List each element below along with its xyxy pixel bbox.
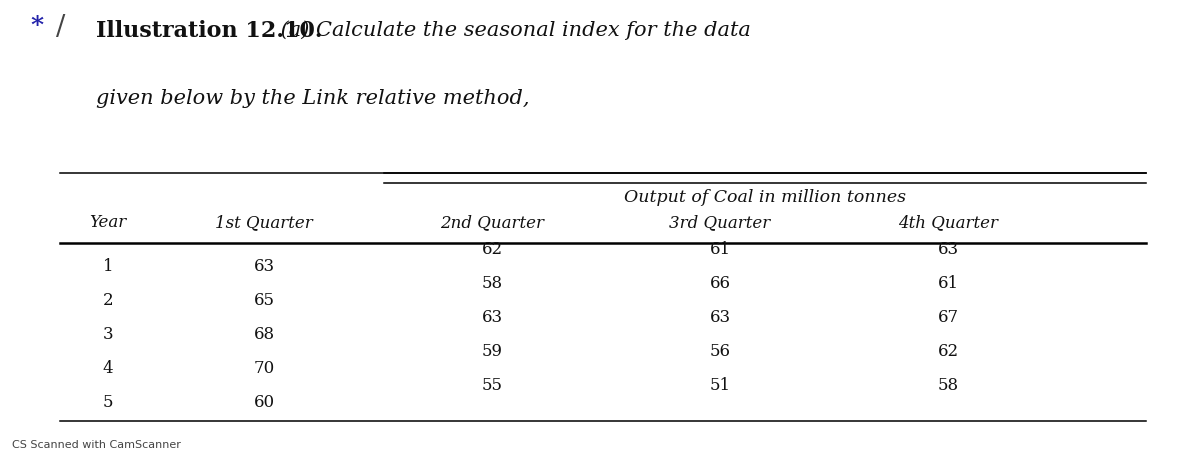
Text: 61: 61: [709, 241, 731, 258]
Text: 58: 58: [937, 377, 959, 394]
Text: 63: 63: [709, 309, 731, 326]
Text: 51: 51: [709, 377, 731, 394]
Text: Year: Year: [89, 214, 127, 232]
Text: 65: 65: [253, 292, 275, 309]
Text: 62: 62: [481, 241, 503, 258]
Text: 1: 1: [103, 258, 113, 275]
Text: 3rd Quarter: 3rd Quarter: [670, 214, 770, 232]
Text: Illustration 12.10.: Illustration 12.10.: [96, 20, 323, 42]
Text: 5: 5: [103, 394, 113, 411]
Text: Output of Coal in million tonnes: Output of Coal in million tonnes: [624, 189, 906, 207]
Text: 59: 59: [481, 343, 503, 360]
Text: /: /: [56, 14, 66, 40]
Text: 60: 60: [253, 394, 275, 411]
Text: 55: 55: [481, 377, 503, 394]
Text: CS Scanned with CamScanner: CS Scanned with CamScanner: [12, 440, 181, 450]
Text: 68: 68: [253, 326, 275, 343]
Text: 56: 56: [709, 343, 731, 360]
Text: given below by the Link relative method,: given below by the Link relative method,: [96, 89, 529, 108]
Text: 66: 66: [709, 275, 731, 292]
Text: (a) Calculate the seasonal index for the data: (a) Calculate the seasonal index for the…: [274, 20, 750, 40]
Text: 2nd Quarter: 2nd Quarter: [440, 214, 544, 232]
Text: 58: 58: [481, 275, 503, 292]
Text: 61: 61: [937, 275, 959, 292]
Text: 67: 67: [937, 309, 959, 326]
Text: 2: 2: [103, 292, 113, 309]
Text: 3: 3: [103, 326, 113, 343]
Text: 70: 70: [253, 360, 275, 377]
Text: 62: 62: [937, 343, 959, 360]
Text: 4th Quarter: 4th Quarter: [898, 214, 998, 232]
Text: 63: 63: [481, 309, 503, 326]
Text: 1st Quarter: 1st Quarter: [215, 214, 313, 232]
Text: 63: 63: [253, 258, 275, 275]
Text: *: *: [30, 14, 43, 38]
Text: 4: 4: [103, 360, 113, 377]
Text: 63: 63: [937, 241, 959, 258]
